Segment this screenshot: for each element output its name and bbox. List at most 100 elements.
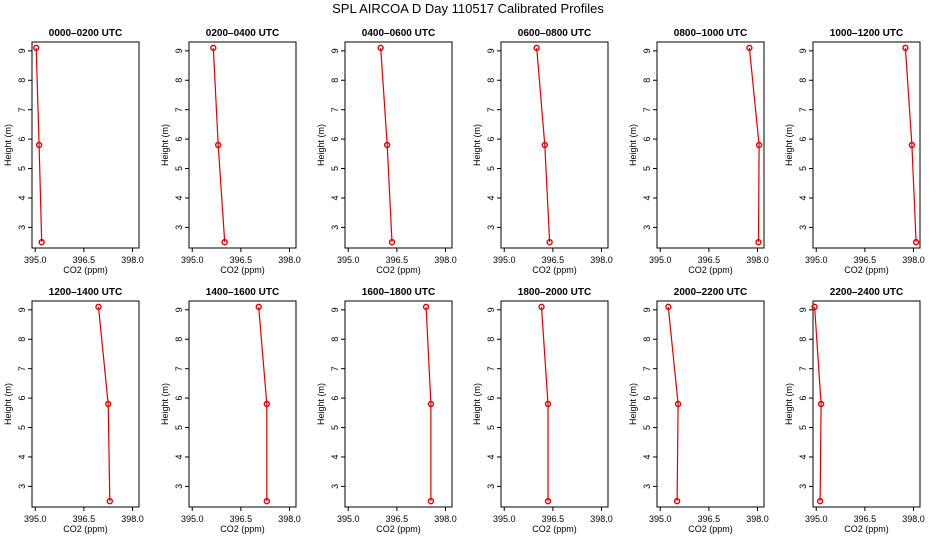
y-tick-label: 3 <box>330 225 340 230</box>
data-point <box>902 44 909 52</box>
data-point <box>104 400 112 408</box>
y-tick-label: 6 <box>17 396 27 401</box>
series-line <box>258 306 268 502</box>
data-point <box>422 303 430 311</box>
y-tick-label: 8 <box>330 337 340 342</box>
data-point <box>908 141 916 149</box>
y-tick-label: 4 <box>798 454 808 459</box>
data-point <box>912 238 920 246</box>
x-axis-label: CO2 (ppm) <box>688 524 733 534</box>
y-axis-label: Height (m) <box>628 124 638 166</box>
y-tick-label: 6 <box>174 137 184 142</box>
chart-panel: 1800–2000 UTC 395.0 396.5 398.0 3 4 5 6 7 8 9 CO2 (… <box>472 287 613 534</box>
data-point <box>746 44 753 52</box>
data-point <box>673 497 681 505</box>
series-line <box>97 306 111 502</box>
panel-title: 0400–0600 UTC <box>362 28 435 39</box>
chart-panel: 1000–1200 UTC 395.0 396.5 398.0 3 4 5 6 7 8 9 CO2 (… <box>784 28 925 275</box>
x-tick-label: 398.0 <box>434 255 457 265</box>
y-tick-label: 8 <box>798 78 808 83</box>
y-tick-label: 4 <box>17 454 27 459</box>
data-point <box>533 44 540 52</box>
y-tick-label: 4 <box>17 195 27 200</box>
x-tick-label: 398.0 <box>746 255 769 265</box>
y-axis-label: Height (m) <box>3 124 13 166</box>
y-tick-label: 4 <box>174 195 184 200</box>
y-tick-label: 7 <box>642 366 652 371</box>
x-tick-label: 396.5 <box>542 255 565 265</box>
y-tick-label: 4 <box>486 195 496 200</box>
data-point <box>811 303 818 311</box>
data-point <box>377 44 384 52</box>
x-axis-label: CO2 (ppm) <box>844 265 889 275</box>
x-tick-label: 398.0 <box>746 514 769 524</box>
series-line <box>814 306 822 502</box>
y-tick-label: 3 <box>642 225 652 230</box>
chart-panel: 0000–0200 UTC 395.0 396.5 398.0 3 4 5 6 7 8 9 CO2 (… <box>3 28 144 275</box>
y-axis-label: Height (m) <box>160 124 170 166</box>
series-line <box>540 306 549 502</box>
y-axis-label: Height (m) <box>316 383 326 425</box>
plot-frame <box>656 41 765 249</box>
y-tick-label: 7 <box>486 366 496 371</box>
y-tick-label: 4 <box>174 454 184 459</box>
panel-title: 1200–1400 UTC <box>49 287 122 298</box>
y-tick-label: 4 <box>798 195 808 200</box>
y-tick-label: 5 <box>174 166 184 171</box>
y-tick-label: 3 <box>642 484 652 489</box>
y-tick-label: 7 <box>798 366 808 371</box>
y-tick-label: 9 <box>486 48 496 53</box>
y-axis-label: Height (m) <box>784 383 794 425</box>
y-tick-label: 5 <box>486 425 496 430</box>
x-tick-label: 398.0 <box>121 514 144 524</box>
y-tick-label: 7 <box>174 107 184 112</box>
y-tick-label: 7 <box>330 366 340 371</box>
data-point <box>544 400 552 408</box>
page-title: SPL AIRCOA D Day 110517 Calibrated Profi… <box>332 1 604 16</box>
x-tick-label: 396.5 <box>230 514 253 524</box>
y-tick-label: 8 <box>642 78 652 83</box>
data-point <box>210 44 217 52</box>
x-axis-label: CO2 (ppm) <box>220 524 265 534</box>
y-tick-label: 3 <box>17 484 27 489</box>
x-tick-label: 395.0 <box>24 514 47 524</box>
x-axis-label: CO2 (ppm) <box>63 524 108 534</box>
y-tick-label: 8 <box>174 78 184 83</box>
y-axis-label: Height (m) <box>472 124 482 166</box>
y-tick-label: 5 <box>330 425 340 430</box>
x-tick-label: 396.5 <box>854 255 877 265</box>
series-line <box>904 47 917 243</box>
y-tick-label: 9 <box>17 307 27 312</box>
y-axis-label: Height (m) <box>472 383 482 425</box>
plot-frame <box>188 41 297 249</box>
y-tick-label: 3 <box>174 225 184 230</box>
plot-frame <box>656 300 765 508</box>
y-tick-label: 5 <box>486 166 496 171</box>
y-tick-label: 8 <box>798 337 808 342</box>
x-tick-label: 395.0 <box>649 255 672 265</box>
data-point <box>674 400 682 408</box>
y-tick-label: 8 <box>486 78 496 83</box>
data-point <box>255 303 262 311</box>
y-tick-label: 5 <box>642 425 652 430</box>
panel-title: 0600–0800 UTC <box>518 28 591 39</box>
x-tick-label: 396.5 <box>230 255 253 265</box>
series-line <box>667 306 679 502</box>
y-axis-label: Height (m) <box>784 124 794 166</box>
data-point <box>33 44 40 52</box>
x-tick-label: 398.0 <box>590 514 613 524</box>
y-tick-label: 7 <box>174 366 184 371</box>
y-tick-label: 3 <box>798 225 808 230</box>
data-point <box>221 238 228 246</box>
y-tick-label: 5 <box>798 425 808 430</box>
x-tick-label: 395.0 <box>24 255 47 265</box>
y-tick-label: 9 <box>330 48 340 53</box>
x-tick-label: 398.0 <box>902 255 925 265</box>
x-axis-label: CO2 (ppm) <box>220 265 265 275</box>
y-tick-label: 6 <box>798 396 808 401</box>
x-tick-label: 396.5 <box>698 255 721 265</box>
y-tick-label: 5 <box>642 166 652 171</box>
y-axis-label: Height (m) <box>3 383 13 425</box>
series-line <box>425 306 432 502</box>
series-line <box>212 47 226 243</box>
